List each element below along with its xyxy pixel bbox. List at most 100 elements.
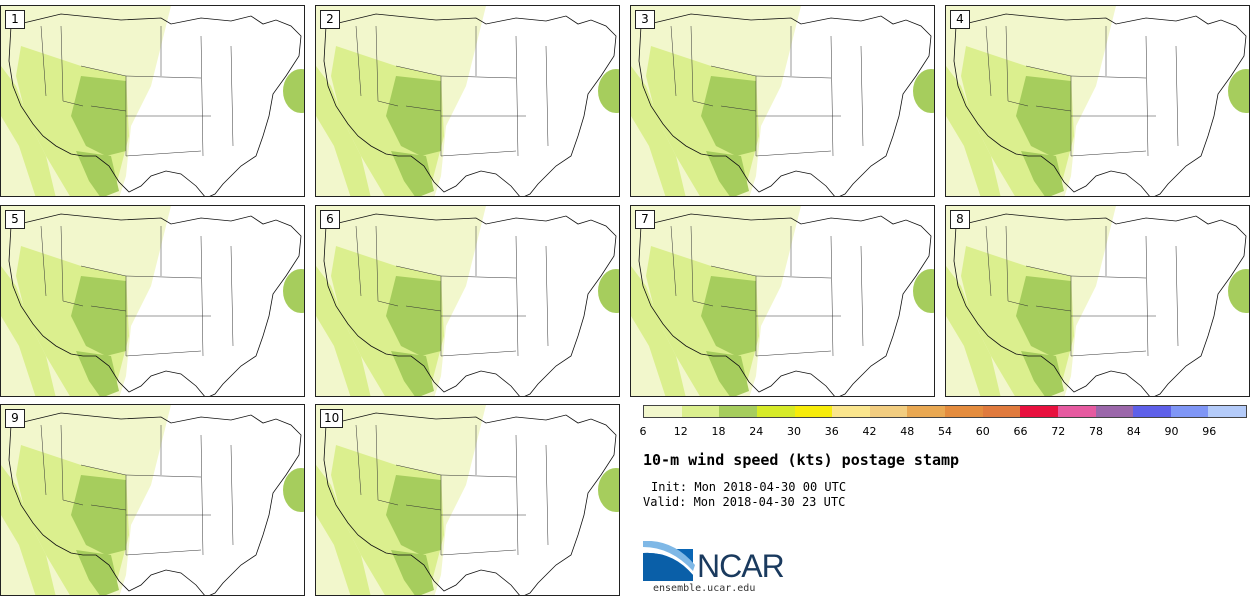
state-boundary — [515, 35, 519, 157]
colorbar-swatch — [644, 406, 682, 417]
state-boundary — [440, 75, 517, 79]
state-boundary — [60, 424, 84, 506]
colorbar-swatch — [719, 406, 757, 417]
state-boundary — [60, 25, 84, 107]
colorbar-tick-label: 78 — [1089, 425, 1103, 438]
atlantic-wind-region — [1228, 269, 1249, 313]
state-boundary — [405, 105, 442, 112]
conus-outline — [953, 213, 1247, 396]
state-boundary — [545, 45, 549, 147]
state-boundary — [860, 245, 864, 347]
wind-18-24-region — [386, 475, 441, 555]
panel-number: 5 — [5, 210, 25, 229]
wind-18-24-region — [71, 76, 126, 156]
colorbar-swatch — [1057, 406, 1096, 417]
wind-18-24-region — [706, 351, 749, 396]
wind-18-24-region — [391, 151, 434, 196]
state-boundary — [1005, 25, 1029, 107]
atlantic-wind-region — [1228, 69, 1249, 113]
state-boundary — [830, 235, 834, 357]
colorbar-tick-label: 42 — [862, 425, 877, 438]
state-boundary — [125, 350, 202, 357]
conus-outline — [8, 213, 302, 396]
panel-number: 1 — [5, 10, 25, 29]
wind-18-24-region — [71, 475, 126, 555]
state-boundary — [1035, 105, 1072, 112]
conus-outline — [953, 13, 1247, 196]
wind-speed-map — [316, 405, 619, 595]
state-boundary — [1175, 245, 1179, 347]
state-boundary — [60, 225, 84, 307]
state-boundary — [515, 235, 519, 357]
state-boundary — [1005, 225, 1029, 307]
state-boundary — [230, 444, 234, 546]
wind-18-24-region — [1021, 151, 1064, 196]
colorbar-tick-label: 90 — [1164, 425, 1179, 438]
state-boundary — [1035, 305, 1072, 312]
colorbar-swatch — [1170, 406, 1209, 417]
colorbar-swatch — [1133, 406, 1171, 417]
wind-18-24-region — [701, 276, 756, 356]
colorbar-swatch — [1020, 406, 1058, 417]
ncar-logo-icon — [643, 541, 695, 581]
state-boundary — [355, 225, 362, 297]
state-boundary — [830, 35, 834, 157]
state-boundary — [670, 25, 677, 97]
state-boundary — [860, 45, 864, 147]
colorbar-swatch — [945, 406, 983, 417]
state-boundary — [125, 150, 202, 157]
colorbar-tick-label: 18 — [711, 425, 726, 438]
colorbar-swatch — [794, 406, 833, 417]
state-boundary — [200, 235, 204, 357]
pacific-wind-region — [631, 66, 686, 196]
colorbar-swatch — [832, 406, 870, 417]
state-boundary — [755, 350, 832, 357]
conus-outline — [8, 412, 302, 595]
wind-18-24-region — [386, 276, 441, 356]
colorbar-swatch — [1208, 406, 1246, 417]
state-boundary — [670, 225, 677, 297]
state-boundary — [1175, 45, 1179, 147]
conus-outline — [323, 213, 617, 396]
state-boundary — [440, 350, 517, 357]
colorbar-swatch — [1095, 406, 1134, 417]
colorbar — [643, 405, 1247, 418]
pacific-wind-region — [316, 266, 371, 396]
wind-18-24-region — [391, 550, 434, 595]
state-boundary — [1070, 150, 1147, 157]
wind-18-24-region — [706, 151, 749, 196]
atlantic-wind-region — [283, 69, 304, 113]
state-boundary — [545, 245, 549, 347]
wind-speed-map — [946, 206, 1249, 396]
panel-number: 6 — [320, 210, 340, 229]
state-boundary — [405, 305, 442, 312]
atlantic-wind-region — [598, 269, 619, 313]
conus-outline — [323, 13, 617, 196]
colorbar-tick-label: 60 — [975, 425, 990, 438]
state-boundary — [355, 424, 362, 496]
stamp-panel: 6 — [315, 205, 620, 397]
colorbar-tick-label: 36 — [824, 425, 839, 438]
state-boundary — [515, 434, 519, 556]
pacific-wind-region — [946, 266, 1001, 396]
state-boundary — [720, 105, 757, 112]
colorbar-swatch — [869, 406, 908, 417]
atlantic-wind-region — [283, 468, 304, 512]
pacific-wind-region — [631, 266, 686, 396]
panel-number: 2 — [320, 10, 340, 29]
state-boundary — [125, 275, 202, 279]
wind-speed-map — [631, 6, 934, 196]
atlantic-wind-region — [598, 69, 619, 113]
state-boundary — [1070, 350, 1147, 357]
colorbar-swatch — [982, 406, 1021, 417]
stamp-panel: 8 — [945, 205, 1250, 397]
panel-number: 3 — [635, 10, 655, 29]
state-boundary — [200, 434, 204, 556]
stamp-panel: 3 — [630, 5, 935, 197]
wind-speed-map — [1, 405, 304, 595]
conus-outline — [8, 13, 302, 196]
panel-number: 10 — [320, 409, 344, 428]
state-boundary — [90, 504, 127, 511]
state-boundary — [355, 25, 362, 97]
wind-18-24-region — [1016, 76, 1071, 156]
